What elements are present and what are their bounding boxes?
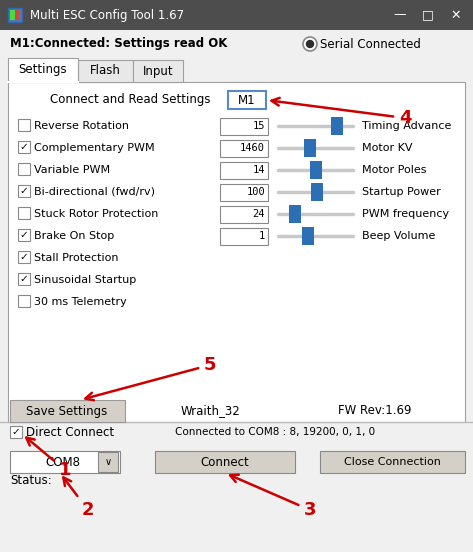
Bar (18, 141, 30, 153)
Text: Connect and Read Settings: Connect and Read Settings (50, 93, 210, 107)
Text: Sinusoidal Startup: Sinusoidal Startup (34, 275, 136, 285)
Text: 30 ms Telemetry: 30 ms Telemetry (34, 297, 127, 307)
Text: Motor Poles: Motor Poles (362, 165, 427, 175)
Text: 1: 1 (259, 231, 265, 241)
Text: FW Rev:1.69: FW Rev:1.69 (338, 405, 412, 417)
Text: ∨: ∨ (105, 457, 112, 467)
Text: PWM frequency: PWM frequency (362, 209, 449, 219)
Bar (304, 139, 315, 157)
Bar (133, 60, 183, 82)
Bar (311, 183, 323, 201)
Bar (220, 162, 268, 179)
Bar (289, 205, 300, 223)
Text: Stuck Rotor Protection: Stuck Rotor Protection (34, 209, 158, 219)
Text: Connected to COM8 : 8, 19200, 0, 1, 0: Connected to COM8 : 8, 19200, 0, 1, 0 (175, 427, 375, 437)
Text: 14: 14 (253, 165, 265, 175)
Text: Complementary PWM: Complementary PWM (34, 143, 155, 153)
Bar (8, 8, 22, 22)
Circle shape (307, 40, 314, 47)
Bar (0, 30, 473, 58)
Bar (18, 119, 30, 131)
Text: ✕: ✕ (451, 8, 461, 22)
Bar (10, 426, 22, 438)
Text: Stall Protection: Stall Protection (34, 253, 119, 263)
Text: Motor KV: Motor KV (362, 143, 412, 153)
Text: Status:: Status: (10, 474, 52, 486)
Bar (320, 451, 465, 473)
Text: 15: 15 (253, 121, 265, 131)
Text: Serial Connected: Serial Connected (320, 38, 421, 50)
Text: Direct Connect: Direct Connect (26, 426, 114, 438)
Bar (18, 185, 30, 197)
Bar (18, 207, 30, 219)
Text: ✓: ✓ (19, 230, 28, 240)
Text: 100: 100 (246, 187, 265, 197)
Bar (10, 451, 120, 473)
Text: 2: 2 (63, 477, 94, 519)
Text: 1: 1 (26, 438, 71, 479)
Text: ✓: ✓ (19, 142, 28, 152)
Text: Flash: Flash (90, 65, 121, 77)
Text: —: — (394, 8, 406, 22)
Text: □: □ (422, 8, 434, 22)
Text: Save Settings: Save Settings (26, 405, 108, 417)
Bar (15, 10, 19, 20)
Text: Close Connection: Close Connection (343, 457, 440, 467)
Text: 1460: 1460 (240, 143, 265, 153)
Bar (220, 184, 268, 201)
Bar (18, 295, 30, 307)
Bar (220, 228, 268, 245)
Text: M1: M1 (238, 93, 256, 107)
Text: Wraith_32: Wraith_32 (180, 405, 240, 417)
Text: 4: 4 (272, 98, 411, 127)
Bar (98, 452, 118, 472)
Text: Multi ESC Config Tool 1.67: Multi ESC Config Tool 1.67 (30, 8, 184, 22)
Text: 5: 5 (86, 356, 216, 400)
Text: Variable PWM: Variable PWM (34, 165, 110, 175)
Bar (220, 118, 268, 135)
Text: Timing Advance: Timing Advance (362, 121, 451, 131)
Text: 3: 3 (230, 475, 316, 519)
Bar (220, 206, 268, 223)
Bar (309, 161, 322, 179)
Bar (10, 10, 15, 20)
Bar (331, 117, 342, 135)
Text: Settings: Settings (19, 63, 67, 77)
Bar (228, 91, 266, 109)
Text: Startup Power: Startup Power (362, 187, 441, 197)
Bar (220, 140, 268, 157)
Bar (18, 229, 30, 241)
Text: ✓: ✓ (19, 252, 28, 262)
Bar (0, 0, 473, 30)
Bar (302, 227, 314, 245)
Text: ✓: ✓ (19, 186, 28, 196)
Bar (78, 60, 133, 82)
Text: Beep Volume: Beep Volume (362, 231, 435, 241)
Bar (18, 251, 30, 263)
Text: 24: 24 (253, 209, 265, 219)
Text: ✓: ✓ (19, 274, 28, 284)
Text: M1:Connected: Settings read OK: M1:Connected: Settings read OK (10, 38, 228, 50)
Text: Bi-directional (fwd/rv): Bi-directional (fwd/rv) (34, 187, 155, 197)
Bar (18, 163, 30, 175)
Text: Reverse Rotation: Reverse Rotation (34, 121, 129, 131)
Bar (155, 451, 295, 473)
Text: Input: Input (143, 65, 173, 77)
Text: ✓: ✓ (12, 427, 20, 437)
Text: COM8: COM8 (45, 455, 80, 469)
Bar (18, 273, 30, 285)
Circle shape (303, 37, 317, 51)
Bar (8, 82, 465, 422)
Text: Brake On Stop: Brake On Stop (34, 231, 114, 241)
Bar (8, 58, 78, 82)
Bar (10, 400, 125, 422)
Text: Connect: Connect (201, 455, 249, 469)
